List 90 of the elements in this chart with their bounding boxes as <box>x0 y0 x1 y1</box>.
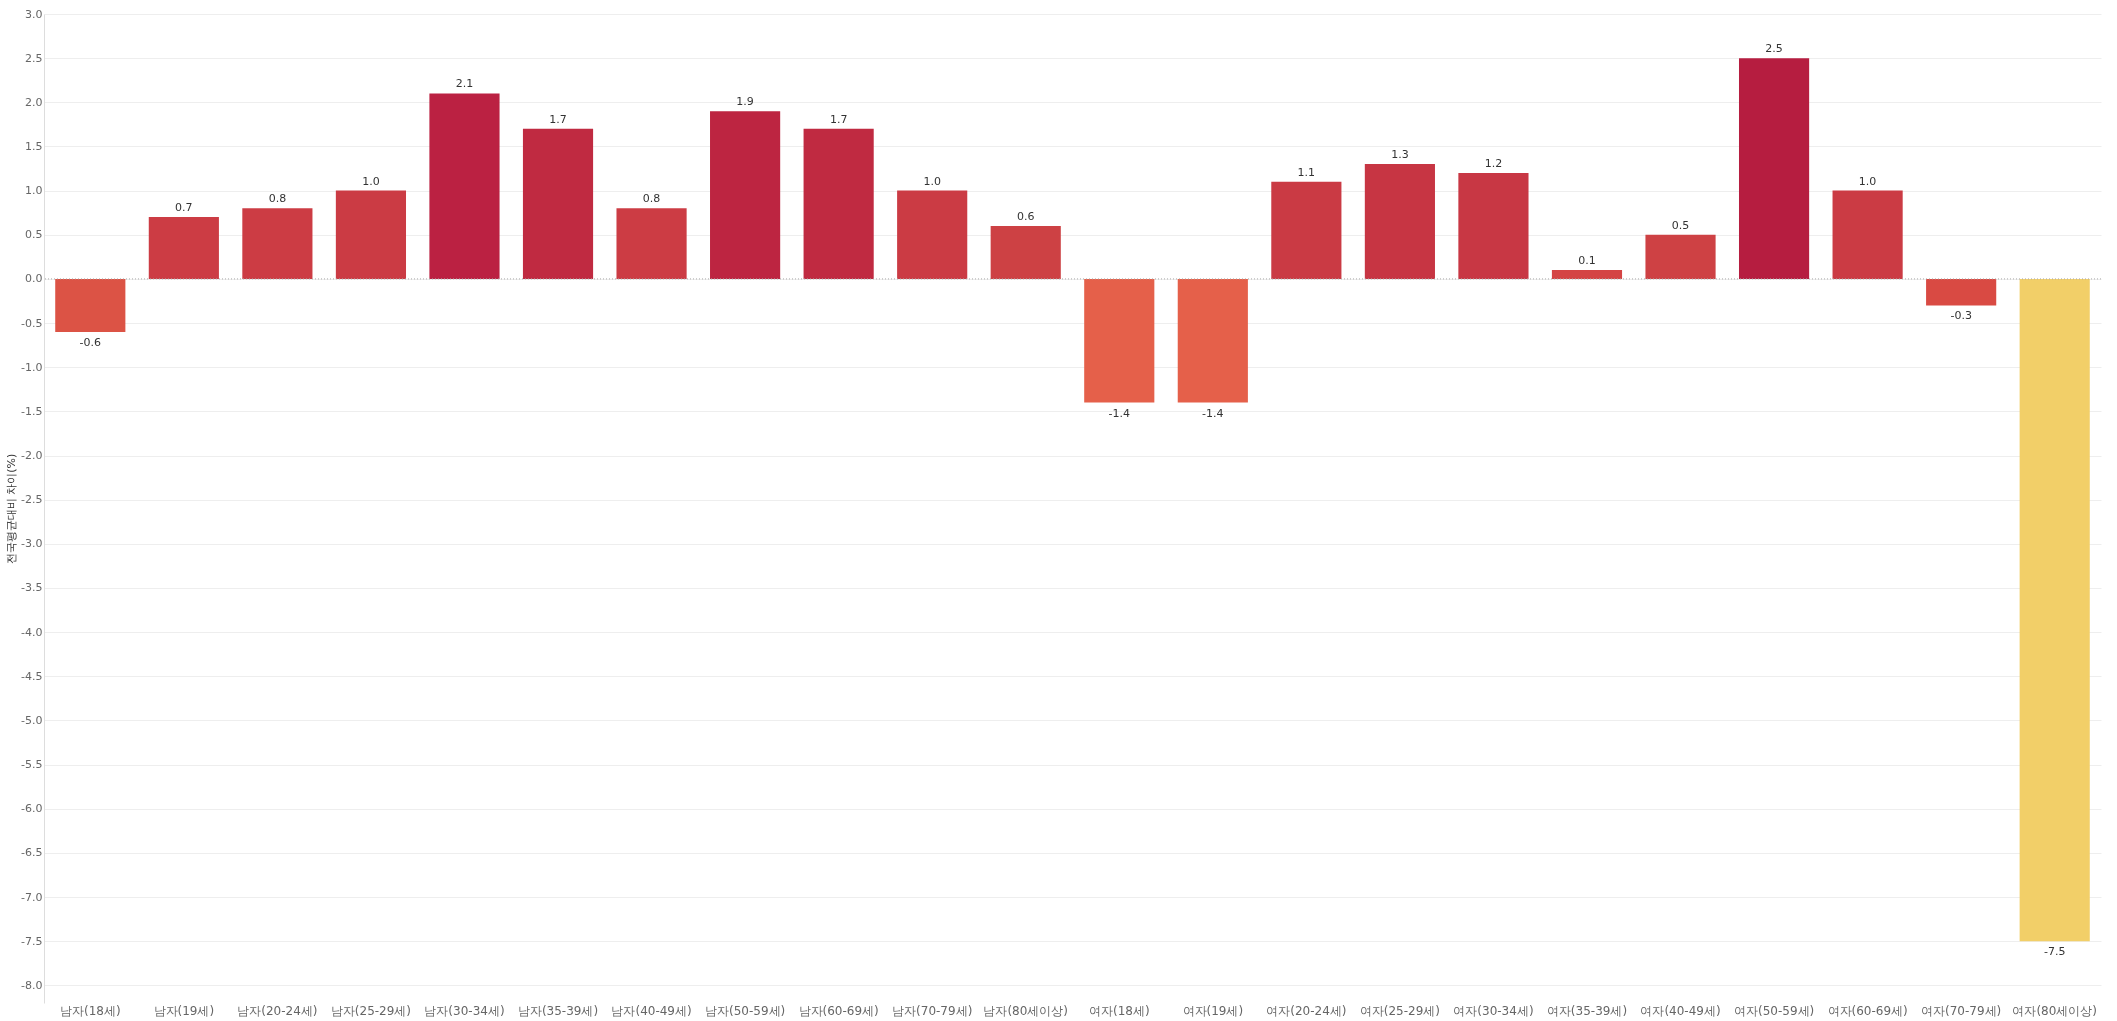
data-label: 1.1 <box>1297 165 1316 179</box>
x-tick-label: 남자(35-39세) <box>517 1003 599 1018</box>
y-tick-label: -3.0 <box>21 537 43 551</box>
y-tick-label: -5.5 <box>21 758 43 772</box>
y-tick-label: 2.0 <box>25 95 43 109</box>
bar <box>1271 181 1342 279</box>
x-tick-label: 여자(35-39세) <box>1546 1003 1628 1018</box>
x-tick-label: 여자(30-34세) <box>1453 1003 1534 1018</box>
y-tick-label: -8.0 <box>21 978 43 992</box>
y-tick-label: 1.0 <box>25 184 43 198</box>
bar <box>55 278 126 332</box>
bar <box>1458 172 1529 279</box>
y-tick-label: -6.0 <box>21 802 43 816</box>
data-label: -0.3 <box>1950 309 1972 323</box>
y-tick-label: -4.0 <box>21 625 43 639</box>
bar <box>1177 278 1248 403</box>
data-label: 1.7 <box>549 112 567 126</box>
data-label: 2.1 <box>455 77 474 91</box>
y-tick-label: -7.5 <box>21 934 43 948</box>
y-tick-label: 0.0 <box>25 272 43 286</box>
data-label: 1.0 <box>362 174 380 188</box>
data-label: -1.4 <box>1202 406 1224 420</box>
bar <box>710 111 781 279</box>
y-tick-label: -6.5 <box>21 846 43 860</box>
data-label: 0.5 <box>1671 218 1690 232</box>
x-tick-label: 남자(30-34세) <box>424 1003 505 1018</box>
y-tick-label: -0.5 <box>21 316 43 330</box>
x-tick-label: 여자(80세이상) <box>2012 1003 2098 1018</box>
bar <box>1084 278 1155 403</box>
bar <box>803 128 874 279</box>
bar <box>335 190 407 279</box>
data-label: 1.0 <box>923 174 941 188</box>
data-label: 1.3 <box>1391 148 1409 162</box>
bar <box>1551 270 1623 279</box>
data-label: 1.7 <box>829 112 848 126</box>
x-tick-label: 여자(50-59세) <box>1733 1003 1815 1018</box>
x-tick-label: 남자(25-29세) <box>330 1003 412 1018</box>
bar <box>990 225 1061 279</box>
bar <box>242 208 313 279</box>
y-tick-label: -3.5 <box>21 581 43 595</box>
y-tick-label: -4.5 <box>21 669 43 683</box>
bar <box>616 208 687 279</box>
bar <box>1738 58 1810 279</box>
x-tick-label: 남자(70-79세) <box>892 1003 973 1018</box>
y-tick-label: 3.0 <box>25 7 43 21</box>
x-tick-label: 여자(20-24세) <box>1266 1003 1347 1018</box>
x-tick-label: 남자(19세) <box>153 1003 215 1018</box>
data-label: 0.8 <box>268 192 287 206</box>
bar <box>1364 164 1435 279</box>
x-tick-label: 여자(70-79세) <box>1921 1003 2002 1018</box>
y-tick-label: -2.5 <box>21 493 43 507</box>
x-tick-label: 남자(18세) <box>59 1003 121 1018</box>
y-tick-label: -2.0 <box>21 449 43 463</box>
bar <box>1645 234 1716 279</box>
bar <box>897 190 968 279</box>
x-tick-label: 남자(40-49세) <box>611 1003 692 1018</box>
bar <box>1926 278 1997 306</box>
bar <box>522 128 594 279</box>
data-label: 1.0 <box>1858 174 1877 188</box>
y-tick-label: -1.5 <box>21 404 43 418</box>
data-label: 0.6 <box>1016 209 1035 223</box>
data-label: 0.7 <box>175 201 193 215</box>
y-axis-title: 전국평균대비 차이(%) <box>5 453 19 565</box>
y-tick-label: -7.0 <box>21 890 43 904</box>
x-tick-label: 남자(80세이상) <box>983 1003 1069 1018</box>
bar <box>429 93 500 279</box>
data-label: 0.1 <box>1578 254 1596 268</box>
bar <box>1832 190 1903 279</box>
x-tick-label: 여자(40-49세) <box>1640 1003 1721 1018</box>
x-tick-label: 남자(60-69세) <box>798 1003 879 1018</box>
y-tick-label: 1.5 <box>25 139 43 153</box>
x-tick-label: 여자(18세) <box>1088 1003 1150 1018</box>
y-tick-label: -5.0 <box>21 713 43 727</box>
y-tick-label: -1.0 <box>21 360 43 374</box>
data-label: -7.5 <box>2043 945 2066 959</box>
y-tick-label: 2.5 <box>25 51 43 65</box>
x-tick-label: 남자(50-59세) <box>704 1003 786 1018</box>
y-tick-label: 0.5 <box>25 228 43 242</box>
data-label: 0.8 <box>642 192 661 206</box>
x-tick-label: 여자(19세) <box>1182 1003 1244 1018</box>
data-label: -1.4 <box>1108 406 1131 420</box>
x-tick-label: 여자(25-29세) <box>1359 1003 1441 1018</box>
data-label: 1.2 <box>1484 156 1503 170</box>
x-tick-label: 여자(60-69세) <box>1827 1003 1908 1018</box>
x-tick-label: 남자(20-24세) <box>237 1003 318 1018</box>
bar <box>148 217 219 279</box>
data-label: 1.9 <box>736 95 754 109</box>
data-label: 2.5 <box>1765 42 1783 56</box>
bar <box>2019 278 2090 942</box>
data-label: -0.6 <box>79 335 102 349</box>
